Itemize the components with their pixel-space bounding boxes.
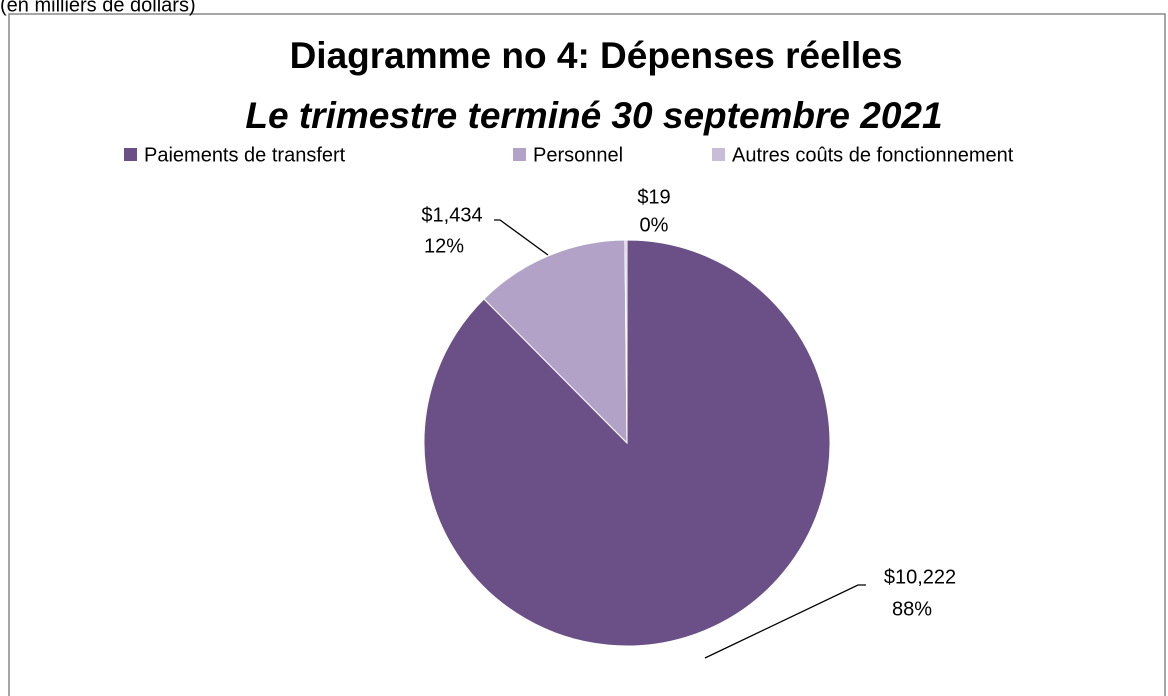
legend-label: Autres coûts de fonctionnement	[732, 144, 1014, 166]
leader-line	[704, 584, 866, 659]
chart-title: Diagramme no 4: Dépenses réelles	[290, 35, 903, 76]
value-label: $10,222	[884, 566, 956, 588]
value-label: $19	[637, 186, 670, 208]
legend-swatch	[124, 148, 137, 161]
legend-swatch	[513, 148, 526, 161]
leader-line	[494, 219, 549, 256]
percent-label: 0%	[640, 214, 669, 236]
legend-swatch	[712, 148, 725, 161]
pie-slice	[483, 239, 628, 445]
value-label: $1,434	[421, 204, 482, 226]
chart-note: (en milliers de dollars)	[0, 0, 196, 16]
percent-label: 12%	[424, 235, 464, 257]
percent-label: 88%	[892, 598, 932, 620]
legend-label: Paiements de transfert	[144, 144, 346, 166]
pie-slice	[624, 239, 628, 444]
legend-label: Personnel	[533, 144, 623, 166]
chart-subtitle: Le trimestre terminé 30 septembre 2021	[245, 95, 942, 136]
